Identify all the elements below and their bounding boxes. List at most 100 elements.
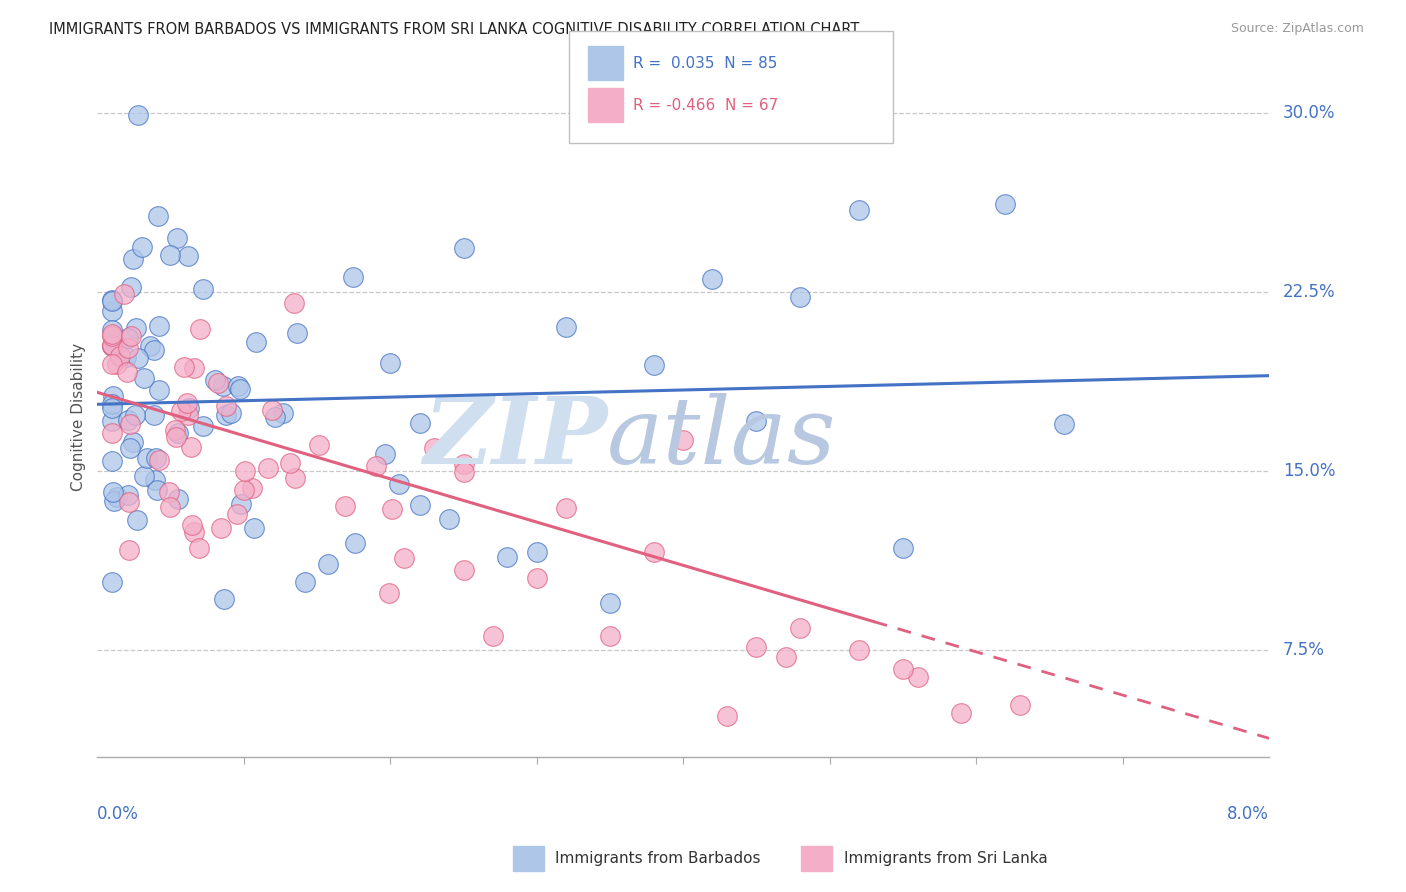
Point <box>342 269 364 284</box>
Point <box>775 649 797 664</box>
Point <box>848 202 870 217</box>
Point <box>132 468 155 483</box>
Point <box>260 403 283 417</box>
Point <box>108 350 131 364</box>
Point <box>316 558 339 572</box>
Text: 7.5%: 7.5% <box>1284 641 1324 659</box>
Point <box>181 518 204 533</box>
Point <box>180 440 202 454</box>
Point <box>212 591 235 606</box>
Point <box>101 304 124 318</box>
Point <box>101 454 124 468</box>
Point <box>294 575 316 590</box>
Point <box>101 389 124 403</box>
Point <box>146 210 169 224</box>
Text: Immigrants from Sri Lanka: Immigrants from Sri Lanka <box>844 851 1047 865</box>
Point <box>643 359 665 373</box>
Point <box>215 399 238 413</box>
Point <box>285 326 308 340</box>
Point <box>221 406 243 420</box>
Point <box>142 343 165 357</box>
Point <box>146 483 169 497</box>
Point <box>148 319 170 334</box>
Point <box>117 331 139 345</box>
Point <box>101 293 124 308</box>
Point <box>1010 698 1032 712</box>
Point <box>381 501 404 516</box>
Point <box>176 408 198 422</box>
Point <box>118 543 141 558</box>
Point <box>142 409 165 423</box>
Point <box>143 473 166 487</box>
Point <box>1053 417 1076 431</box>
Point <box>101 338 124 352</box>
Point <box>364 459 387 474</box>
Point <box>702 272 724 286</box>
Point <box>183 360 205 375</box>
Point <box>167 491 190 506</box>
Point <box>176 396 198 410</box>
Point <box>121 252 143 266</box>
Point <box>188 322 211 336</box>
Point <box>229 497 252 511</box>
Point <box>392 550 415 565</box>
Point <box>101 294 124 309</box>
Point <box>117 413 139 427</box>
Point <box>848 643 870 657</box>
Point <box>101 397 124 411</box>
Point <box>101 425 124 440</box>
Point <box>333 499 356 513</box>
Point <box>233 483 256 498</box>
Point <box>789 621 811 635</box>
Point <box>672 434 695 448</box>
Point <box>139 339 162 353</box>
Text: 15.0%: 15.0% <box>1284 462 1336 480</box>
Point <box>207 376 229 391</box>
Point <box>526 545 548 559</box>
Point <box>159 248 181 262</box>
Point <box>225 507 247 521</box>
Point <box>101 401 124 416</box>
Point <box>245 335 267 350</box>
Point <box>101 414 124 428</box>
Point <box>134 370 156 384</box>
Point <box>105 337 128 351</box>
Point <box>526 571 548 585</box>
Point <box>388 477 411 491</box>
Point <box>122 434 145 449</box>
Point <box>408 416 430 430</box>
Point <box>177 249 200 263</box>
Text: IMMIGRANTS FROM BARBADOS VS IMMIGRANTS FROM SRI LANKA COGNITIVE DISABILITY CORRE: IMMIGRANTS FROM BARBADOS VS IMMIGRANTS F… <box>49 22 859 37</box>
Point <box>118 417 141 432</box>
Point <box>211 378 233 392</box>
Point <box>891 662 914 676</box>
Point <box>243 521 266 535</box>
Point <box>209 521 232 535</box>
Point <box>204 374 226 388</box>
Point <box>105 358 128 372</box>
Point <box>120 280 142 294</box>
Point <box>453 563 475 577</box>
Point <box>118 495 141 509</box>
Point <box>159 500 181 515</box>
Point <box>257 461 280 475</box>
Point <box>101 323 124 337</box>
Point <box>131 240 153 254</box>
Point <box>599 629 621 643</box>
Text: atlas: atlas <box>607 392 837 483</box>
Point <box>167 425 190 440</box>
Point <box>453 458 475 472</box>
Point <box>193 419 215 434</box>
Y-axis label: Cognitive Disability: Cognitive Disability <box>72 343 86 491</box>
Point <box>170 404 193 418</box>
Point <box>124 408 146 422</box>
Point <box>120 328 142 343</box>
Point <box>148 452 170 467</box>
Point <box>745 640 768 654</box>
Point <box>114 350 136 364</box>
Point <box>173 360 195 375</box>
Point <box>481 629 503 643</box>
Text: 30.0%: 30.0% <box>1284 104 1336 122</box>
Point <box>191 282 214 296</box>
Point <box>374 447 396 461</box>
